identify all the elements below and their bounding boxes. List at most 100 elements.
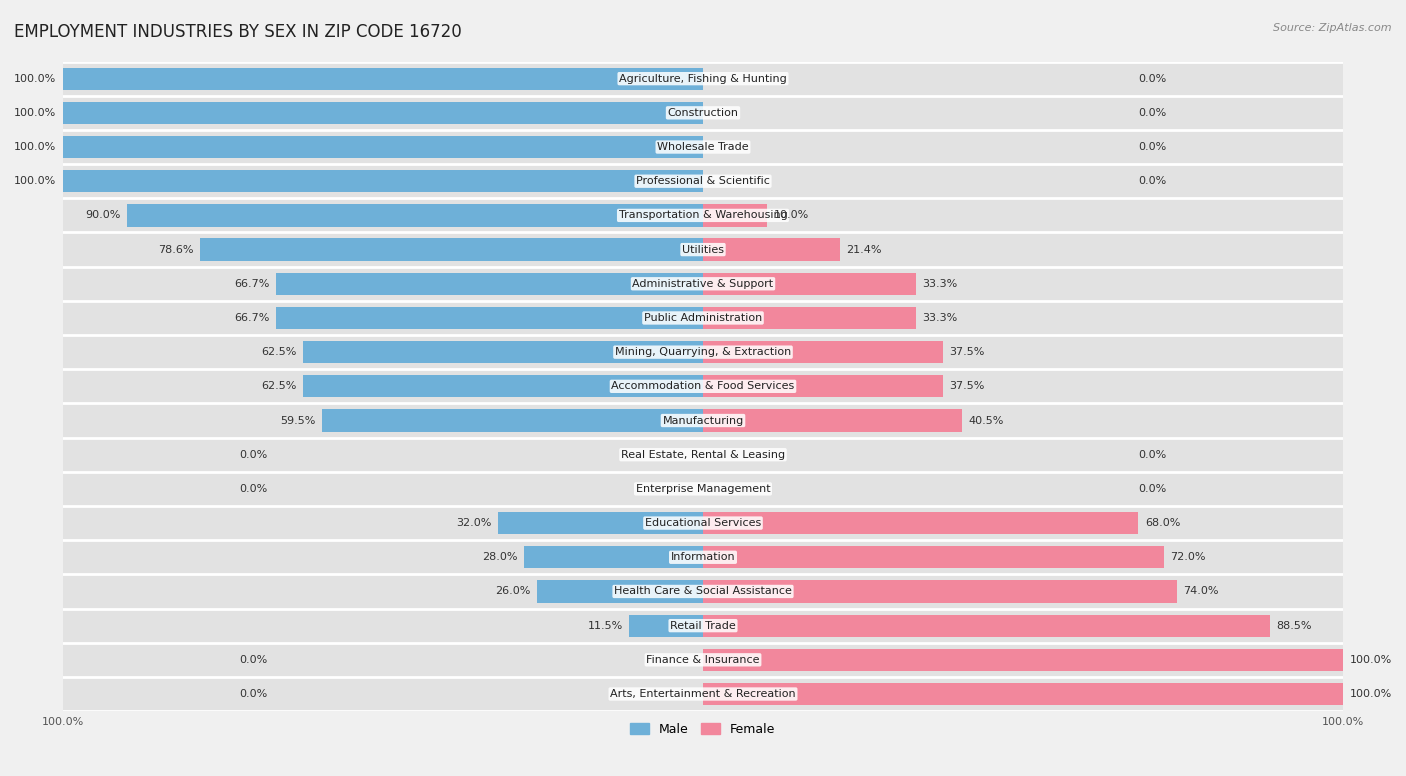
Text: 11.5%: 11.5%	[588, 621, 623, 631]
Text: Transportation & Warehousing: Transportation & Warehousing	[619, 210, 787, 220]
Text: 62.5%: 62.5%	[262, 381, 297, 391]
Bar	[302, 376, 703, 397]
Text: Source: ZipAtlas.com: Source: ZipAtlas.com	[1274, 23, 1392, 33]
Bar	[703, 238, 839, 261]
Text: 37.5%: 37.5%	[949, 347, 984, 357]
Text: Public Administration: Public Administration	[644, 313, 762, 323]
Text: 100.0%: 100.0%	[1350, 655, 1392, 665]
Text: 0.0%: 0.0%	[1139, 450, 1167, 459]
Bar	[63, 164, 1343, 199]
Bar	[703, 546, 1164, 568]
Text: 0.0%: 0.0%	[1139, 108, 1167, 118]
Bar	[63, 438, 1343, 472]
Text: 66.7%: 66.7%	[235, 313, 270, 323]
Text: 33.3%: 33.3%	[922, 279, 957, 289]
Bar	[63, 643, 1343, 677]
Bar	[63, 369, 1343, 404]
Bar	[63, 574, 1343, 608]
Text: Enterprise Management: Enterprise Management	[636, 484, 770, 494]
Bar	[703, 512, 1139, 534]
Text: 0.0%: 0.0%	[1139, 484, 1167, 494]
Text: 21.4%: 21.4%	[846, 244, 882, 255]
Text: 0.0%: 0.0%	[239, 689, 267, 699]
Text: 68.0%: 68.0%	[1144, 518, 1180, 528]
Bar	[703, 341, 943, 363]
Bar	[703, 376, 943, 397]
Text: 100.0%: 100.0%	[14, 176, 56, 186]
Text: 59.5%: 59.5%	[280, 415, 315, 425]
Bar	[322, 410, 703, 431]
Bar	[63, 170, 703, 192]
Text: 0.0%: 0.0%	[239, 450, 267, 459]
Text: 26.0%: 26.0%	[495, 587, 530, 597]
Text: 90.0%: 90.0%	[84, 210, 121, 220]
Text: 100.0%: 100.0%	[14, 108, 56, 118]
Bar	[63, 233, 1343, 267]
Text: Health Care & Social Assistance: Health Care & Social Assistance	[614, 587, 792, 597]
Bar	[63, 68, 703, 90]
Text: Real Estate, Rental & Leasing: Real Estate, Rental & Leasing	[621, 450, 785, 459]
Text: 0.0%: 0.0%	[1139, 176, 1167, 186]
Text: Educational Services: Educational Services	[645, 518, 761, 528]
Bar	[703, 410, 962, 431]
Bar	[63, 267, 1343, 301]
Text: 32.0%: 32.0%	[457, 518, 492, 528]
Bar	[498, 512, 703, 534]
Text: 0.0%: 0.0%	[239, 484, 267, 494]
Bar	[63, 61, 1343, 95]
Text: Manufacturing: Manufacturing	[662, 415, 744, 425]
Text: 0.0%: 0.0%	[1139, 74, 1167, 84]
Text: Arts, Entertainment & Recreation: Arts, Entertainment & Recreation	[610, 689, 796, 699]
Bar	[703, 683, 1343, 705]
Text: Retail Trade: Retail Trade	[671, 621, 735, 631]
Text: 74.0%: 74.0%	[1184, 587, 1219, 597]
Bar	[63, 540, 1343, 574]
Text: Accommodation & Food Services: Accommodation & Food Services	[612, 381, 794, 391]
Text: 0.0%: 0.0%	[239, 655, 267, 665]
Text: 62.5%: 62.5%	[262, 347, 297, 357]
Text: 40.5%: 40.5%	[969, 415, 1004, 425]
Text: 28.0%: 28.0%	[482, 553, 517, 563]
Bar	[63, 472, 1343, 506]
Bar	[63, 199, 1343, 233]
Bar	[703, 615, 1270, 637]
Text: EMPLOYMENT INDUSTRIES BY SEX IN ZIP CODE 16720: EMPLOYMENT INDUSTRIES BY SEX IN ZIP CODE…	[14, 23, 461, 41]
Bar	[63, 506, 1343, 540]
Bar	[703, 649, 1343, 671]
Bar	[63, 136, 703, 158]
Bar	[127, 204, 703, 227]
Legend: Male, Female: Male, Female	[626, 718, 780, 740]
Text: Professional & Scientific: Professional & Scientific	[636, 176, 770, 186]
Bar	[63, 301, 1343, 335]
Bar	[703, 272, 917, 295]
Bar	[703, 580, 1177, 602]
Text: 66.7%: 66.7%	[235, 279, 270, 289]
Text: 33.3%: 33.3%	[922, 313, 957, 323]
Text: 72.0%: 72.0%	[1170, 553, 1206, 563]
Bar	[302, 341, 703, 363]
Bar	[200, 238, 703, 261]
Bar	[537, 580, 703, 602]
Bar	[63, 102, 703, 124]
Text: Agriculture, Fishing & Hunting: Agriculture, Fishing & Hunting	[619, 74, 787, 84]
Text: Finance & Insurance: Finance & Insurance	[647, 655, 759, 665]
Text: 100.0%: 100.0%	[14, 74, 56, 84]
Text: 10.0%: 10.0%	[773, 210, 808, 220]
Bar	[63, 130, 1343, 164]
Text: 78.6%: 78.6%	[157, 244, 193, 255]
Bar	[63, 95, 1343, 130]
Text: Mining, Quarrying, & Extraction: Mining, Quarrying, & Extraction	[614, 347, 792, 357]
Text: 100.0%: 100.0%	[14, 142, 56, 152]
Bar	[276, 307, 703, 329]
Bar	[63, 335, 1343, 369]
Text: Wholesale Trade: Wholesale Trade	[657, 142, 749, 152]
Text: Information: Information	[671, 553, 735, 563]
Bar	[276, 272, 703, 295]
Bar	[63, 677, 1343, 711]
Bar	[630, 615, 703, 637]
Text: 0.0%: 0.0%	[1139, 142, 1167, 152]
Bar	[703, 204, 768, 227]
Bar	[63, 404, 1343, 438]
Bar	[63, 608, 1343, 643]
Text: 37.5%: 37.5%	[949, 381, 984, 391]
